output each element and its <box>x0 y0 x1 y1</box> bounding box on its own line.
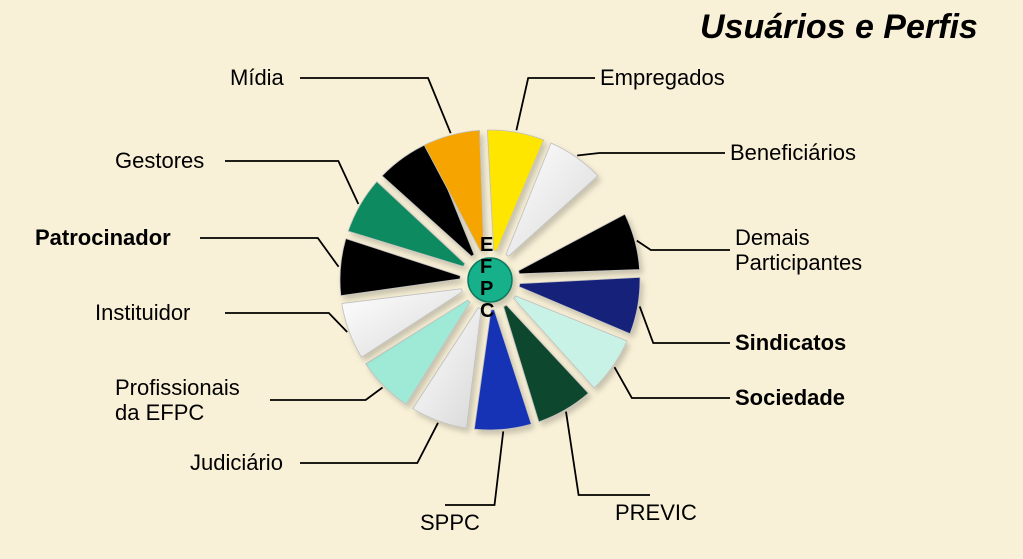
segment-label-11: Gestores <box>115 148 204 173</box>
callout-line-3 <box>640 306 730 343</box>
segment-label-13: Mídia <box>230 65 284 90</box>
center-letter-C: C <box>480 300 494 323</box>
segment-label-10: Patrocinador <box>35 225 171 250</box>
callout-line-0 <box>516 78 595 130</box>
segment-label-3: Sindicatos <box>735 330 846 355</box>
callout-line-2 <box>637 241 730 250</box>
radial-diagram <box>0 0 1023 559</box>
segment-label-8: Profissionais da EFPC <box>115 375 240 426</box>
segment-label-1: Beneficiários <box>730 140 856 165</box>
callout-line-9 <box>225 313 347 332</box>
center-letter-P: P <box>480 278 493 301</box>
callout-line-8 <box>270 387 383 400</box>
segment-label-0: Empregados <box>600 65 725 90</box>
segment-label-6: SPPC <box>420 510 480 535</box>
callout-line-1 <box>577 153 725 155</box>
callout-line-7 <box>300 423 438 463</box>
callout-line-5 <box>566 412 650 495</box>
segment-label-9: Instituidor <box>95 300 190 325</box>
segment-label-5: PREVIC <box>615 500 697 525</box>
callout-line-13 <box>300 78 451 133</box>
callout-line-10 <box>200 238 339 267</box>
segment-label-4: Sociedade <box>735 385 845 410</box>
center-letter-F: F <box>480 256 492 279</box>
center-letter-E: E <box>480 234 493 257</box>
callout-line-6 <box>445 431 503 505</box>
segment-label-7: Judiciário <box>190 450 283 475</box>
callout-line-11 <box>225 161 358 204</box>
segment-label-2: Demais Participantes <box>735 225 862 276</box>
diagram-stage: Usuários e Perfis EmpregadosBeneficiário… <box>0 0 1023 559</box>
callout-line-4 <box>615 367 730 398</box>
